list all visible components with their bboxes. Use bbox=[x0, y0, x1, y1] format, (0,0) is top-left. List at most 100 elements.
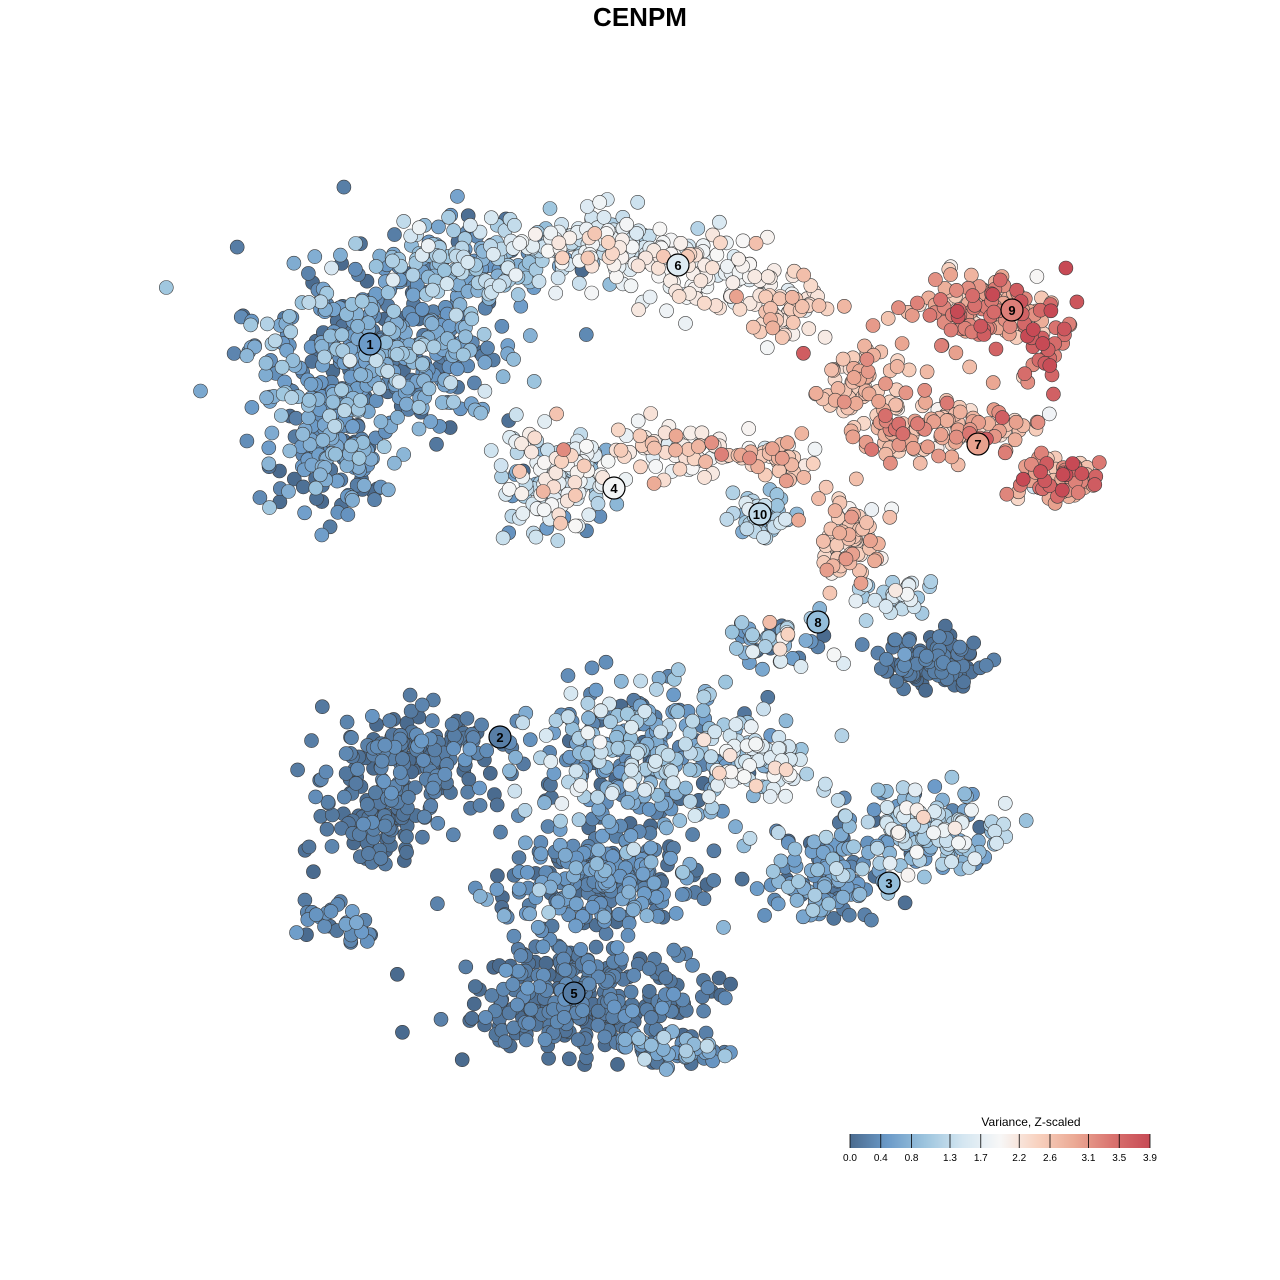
scatter-point bbox=[867, 592, 883, 608]
scatter-point bbox=[666, 986, 681, 1002]
scatter-point bbox=[491, 278, 507, 294]
scatter-point bbox=[878, 376, 893, 392]
scatter-point bbox=[878, 408, 893, 423]
scatter-point bbox=[523, 1001, 539, 1017]
scatter-point bbox=[376, 774, 392, 789]
scatter-point bbox=[690, 221, 706, 236]
scatter-point bbox=[576, 458, 592, 474]
scatter-point bbox=[450, 189, 465, 204]
scatter-point bbox=[390, 410, 405, 425]
scatter-point bbox=[345, 492, 360, 508]
scatter-point bbox=[706, 843, 722, 859]
scatter-point bbox=[798, 633, 814, 648]
scatter-point bbox=[317, 349, 332, 365]
scatter-point bbox=[344, 730, 359, 746]
scatter-point bbox=[739, 521, 755, 537]
scatter-point bbox=[794, 299, 810, 314]
scatter-point bbox=[760, 229, 775, 245]
cluster-marker bbox=[562, 981, 586, 1005]
scatter-point bbox=[561, 884, 577, 899]
scatter-point bbox=[947, 820, 963, 836]
scatter-point bbox=[827, 503, 843, 519]
scatter-point bbox=[546, 766, 562, 781]
scatter-point bbox=[307, 249, 323, 264]
scatter-point bbox=[691, 439, 706, 454]
scatter-point bbox=[512, 464, 527, 479]
scatter-point bbox=[478, 1010, 493, 1025]
scatter-point bbox=[239, 348, 255, 364]
scatter-point bbox=[411, 220, 427, 235]
scatter-point bbox=[916, 869, 932, 885]
scatter-point bbox=[725, 275, 741, 291]
scatter-point bbox=[405, 312, 421, 327]
cluster-labels-layer: 1 2 3 4 5 6 7 8 9 10 bbox=[358, 253, 1024, 1005]
scatter-point bbox=[642, 289, 658, 305]
scatter-point bbox=[714, 447, 729, 462]
scatter-point bbox=[598, 926, 614, 941]
scatter-point bbox=[656, 1030, 672, 1045]
scatter-point bbox=[888, 397, 904, 413]
scatter-point bbox=[193, 383, 208, 399]
scatter-point bbox=[897, 895, 913, 911]
scatter-point bbox=[748, 236, 764, 251]
scatter-point bbox=[333, 247, 348, 263]
scatter-point bbox=[380, 363, 396, 379]
cluster-label-5: 5 bbox=[562, 981, 586, 1005]
scatter-point bbox=[1017, 366, 1033, 382]
scatter-point bbox=[836, 656, 851, 671]
scatter-point bbox=[670, 704, 686, 720]
scatter-point bbox=[735, 233, 751, 249]
scatter-point bbox=[1070, 485, 1086, 500]
scatter-point bbox=[414, 356, 430, 372]
scatter-point bbox=[624, 762, 639, 778]
scatter-point bbox=[301, 266, 316, 281]
scatter-point bbox=[742, 450, 757, 466]
scatter-point bbox=[295, 479, 311, 495]
scatter-point bbox=[432, 248, 448, 264]
scatter-point bbox=[521, 1015, 537, 1031]
scatter-point bbox=[952, 639, 968, 655]
scatter-point bbox=[895, 780, 911, 796]
scatter-point bbox=[301, 839, 317, 855]
scatter-point bbox=[1058, 260, 1074, 276]
cluster-marker bbox=[488, 725, 512, 749]
scatter-point bbox=[445, 827, 461, 843]
scatter-point bbox=[648, 459, 664, 474]
scatter-point bbox=[573, 942, 589, 957]
scatter-point bbox=[493, 458, 509, 473]
scatter-point bbox=[826, 647, 842, 663]
scatter-point bbox=[643, 406, 659, 421]
scatter-point bbox=[556, 1010, 572, 1025]
scatter-point bbox=[815, 533, 831, 549]
chart-title: CENPM bbox=[593, 2, 687, 32]
cluster-marker bbox=[358, 332, 382, 356]
scatter-point bbox=[720, 259, 735, 274]
scatter-point bbox=[1057, 321, 1072, 337]
scatter-point bbox=[515, 715, 531, 731]
scatter-point bbox=[658, 970, 674, 986]
scatter-point bbox=[1042, 358, 1058, 373]
scatter-point bbox=[374, 753, 390, 769]
scatter-point bbox=[912, 455, 928, 471]
scatter-point bbox=[507, 783, 523, 799]
scatter-point bbox=[964, 802, 979, 818]
scatter-point bbox=[734, 871, 750, 887]
scatter-point bbox=[742, 830, 758, 846]
scatter-point bbox=[864, 502, 880, 517]
scatter-point bbox=[878, 599, 894, 614]
scatter-point bbox=[328, 446, 343, 462]
scatter-point bbox=[476, 326, 492, 342]
scatter-point bbox=[778, 473, 794, 489]
scatter-point bbox=[678, 1043, 694, 1059]
cluster-label-7: 7 bbox=[966, 432, 990, 456]
scatter-point bbox=[610, 1057, 625, 1072]
scatter-point bbox=[939, 413, 955, 428]
scatter-point bbox=[764, 441, 780, 457]
scatter-point bbox=[458, 329, 473, 345]
scatter-point bbox=[769, 498, 785, 513]
scatter-point bbox=[609, 940, 625, 955]
scatter-point bbox=[741, 421, 757, 436]
scatter-point bbox=[848, 593, 864, 609]
scatter-point bbox=[567, 475, 583, 490]
